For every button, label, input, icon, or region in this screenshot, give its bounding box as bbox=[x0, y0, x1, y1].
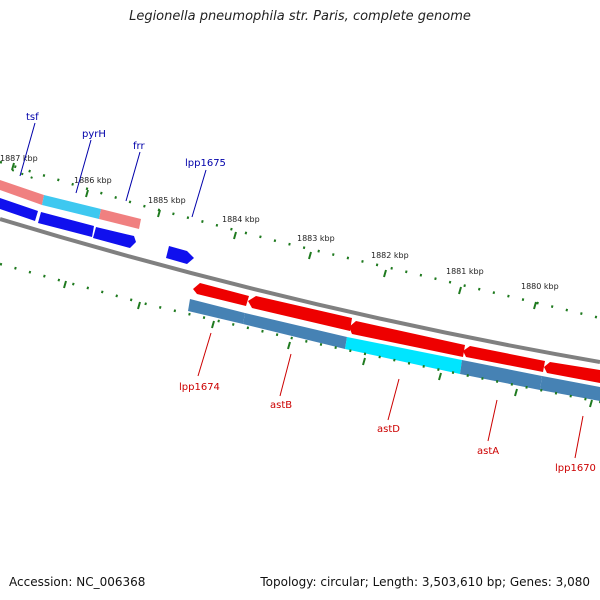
gene-label-frr: frr bbox=[133, 141, 145, 152]
kbp-label-1885: 1885 kbp bbox=[148, 196, 186, 205]
bottom-label-leaders bbox=[197, 332, 584, 459]
gene-label-astB: astB bbox=[270, 400, 292, 411]
reverse-gene-group-top bbox=[0, 198, 194, 264]
kbp-label-1880: 1880 kbp bbox=[521, 282, 559, 291]
forward-gene-group-main bbox=[193, 283, 600, 383]
cds-astD bbox=[345, 337, 462, 374]
gene-label-pyrH: pyrH bbox=[82, 129, 106, 140]
gene-blue-3 bbox=[93, 227, 136, 248]
gene-red-1 bbox=[193, 283, 249, 306]
gene-label-astD: astD bbox=[377, 424, 400, 435]
topology-text: Topology: circular; Length: 3,503,610 bp… bbox=[260, 575, 590, 589]
map-title: Legionella pneumophila str. Paris, compl… bbox=[129, 9, 471, 24]
outer-tick-track bbox=[0, 160, 600, 320]
gene-label-lpp1675: lpp1675 bbox=[185, 158, 226, 169]
cds-lpp1670 bbox=[540, 376, 600, 401]
gene-label-tsf: tsf bbox=[26, 112, 39, 123]
forward-gene-group-top bbox=[0, 180, 141, 229]
reverse-cds-group-main bbox=[188, 299, 600, 401]
kbp-label-1881: 1881 kbp bbox=[446, 267, 484, 276]
kbp-label-1886: 1886 kbp bbox=[74, 176, 112, 185]
gene-label-astA: astA bbox=[477, 446, 499, 457]
gene-blue-1 bbox=[0, 198, 38, 221]
gene-label-lpp1670: lpp1670 bbox=[555, 463, 596, 474]
accession-text: Accession: NC_006368 bbox=[9, 575, 146, 589]
genome-backbone bbox=[0, 217, 600, 364]
gene-red-4 bbox=[463, 346, 545, 372]
cds-astB bbox=[243, 313, 347, 349]
kbp-label-1887: 1887 kbp bbox=[0, 154, 38, 163]
cds-astA bbox=[460, 360, 542, 390]
outer-tick-row bbox=[11, 169, 39, 181]
gene-lpp1675 bbox=[166, 246, 194, 264]
kbp-label-1884: 1884 kbp bbox=[222, 215, 260, 224]
gene-red-3 bbox=[349, 321, 465, 357]
gene-tsf bbox=[0, 180, 44, 205]
cds-lpp1674 bbox=[188, 299, 245, 324]
gene-blue-2 bbox=[38, 212, 94, 237]
kbp-label-1882: 1882 kbp bbox=[371, 251, 409, 260]
gene-frr bbox=[99, 209, 141, 229]
gene-pyrH bbox=[42, 195, 101, 219]
kbp-label-1883: 1883 kbp bbox=[297, 234, 335, 243]
top-label-leaders bbox=[19, 122, 207, 218]
major-ticks-outer bbox=[11, 162, 537, 310]
major-ticks-inner bbox=[63, 280, 593, 408]
gene-label-lpp1674: lpp1674 bbox=[179, 382, 220, 393]
gene-red-2 bbox=[248, 296, 352, 331]
gene-red-5 bbox=[544, 362, 600, 383]
